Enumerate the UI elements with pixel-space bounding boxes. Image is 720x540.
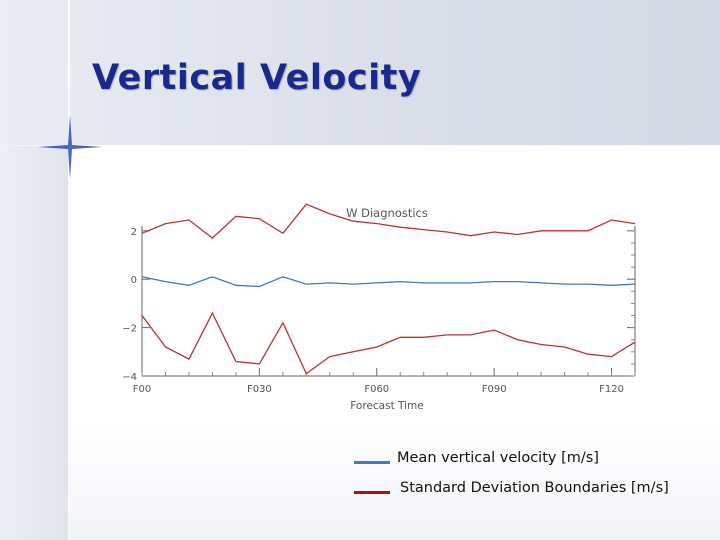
series-line-2 (141, 311, 636, 375)
x-axis-label: Forecast Time (350, 400, 423, 412)
decorative-vertical-line (68, 0, 70, 540)
chart-axes (141, 226, 636, 377)
y-tick-label: −2 (122, 324, 137, 335)
legend-label-stddev: Standard Deviation Boundaries [m/s] (400, 480, 669, 496)
chart-panel: W Diagnostics Forecast Time 2 0 −2 −4 F00 F0… (107, 201, 647, 413)
x-tick-label: F00 (133, 384, 151, 395)
y-tick-label: 2 (131, 227, 137, 238)
slide-bottom-fade (68, 420, 720, 540)
x-tick-label: F120 (599, 384, 624, 395)
chart-series (141, 203, 636, 375)
slide-left-band (0, 145, 68, 540)
legend-swatch-stddev (354, 491, 390, 494)
legend-label-mean: Mean vertical velocity [m/s] (397, 450, 599, 466)
x-tick-label: F030 (247, 384, 272, 395)
slide-header-background (0, 0, 720, 145)
slide-title: Vertical Velocity (92, 58, 422, 98)
series-line-0 (141, 203, 636, 239)
y-axis-ticks: 2 0 −2 −4 (122, 227, 635, 383)
y-tick-label: 0 (131, 275, 137, 286)
x-tick-label: F090 (482, 384, 507, 395)
chart-svg: W Diagnostics Forecast Time 20−2−4 F00 F0… (122, 203, 636, 412)
y-tick-label: −4 (122, 372, 137, 383)
decorative-horizontal-line (0, 145, 720, 146)
chart-title: W Diagnostics (346, 206, 428, 220)
x-axis-ticks: F00 F030 F060 F090 F120 (133, 368, 636, 395)
sparkle-icon (38, 115, 102, 179)
x-tick-label: F060 (364, 384, 389, 395)
legend-swatch-mean (354, 461, 390, 464)
series-line-1 (141, 276, 636, 288)
